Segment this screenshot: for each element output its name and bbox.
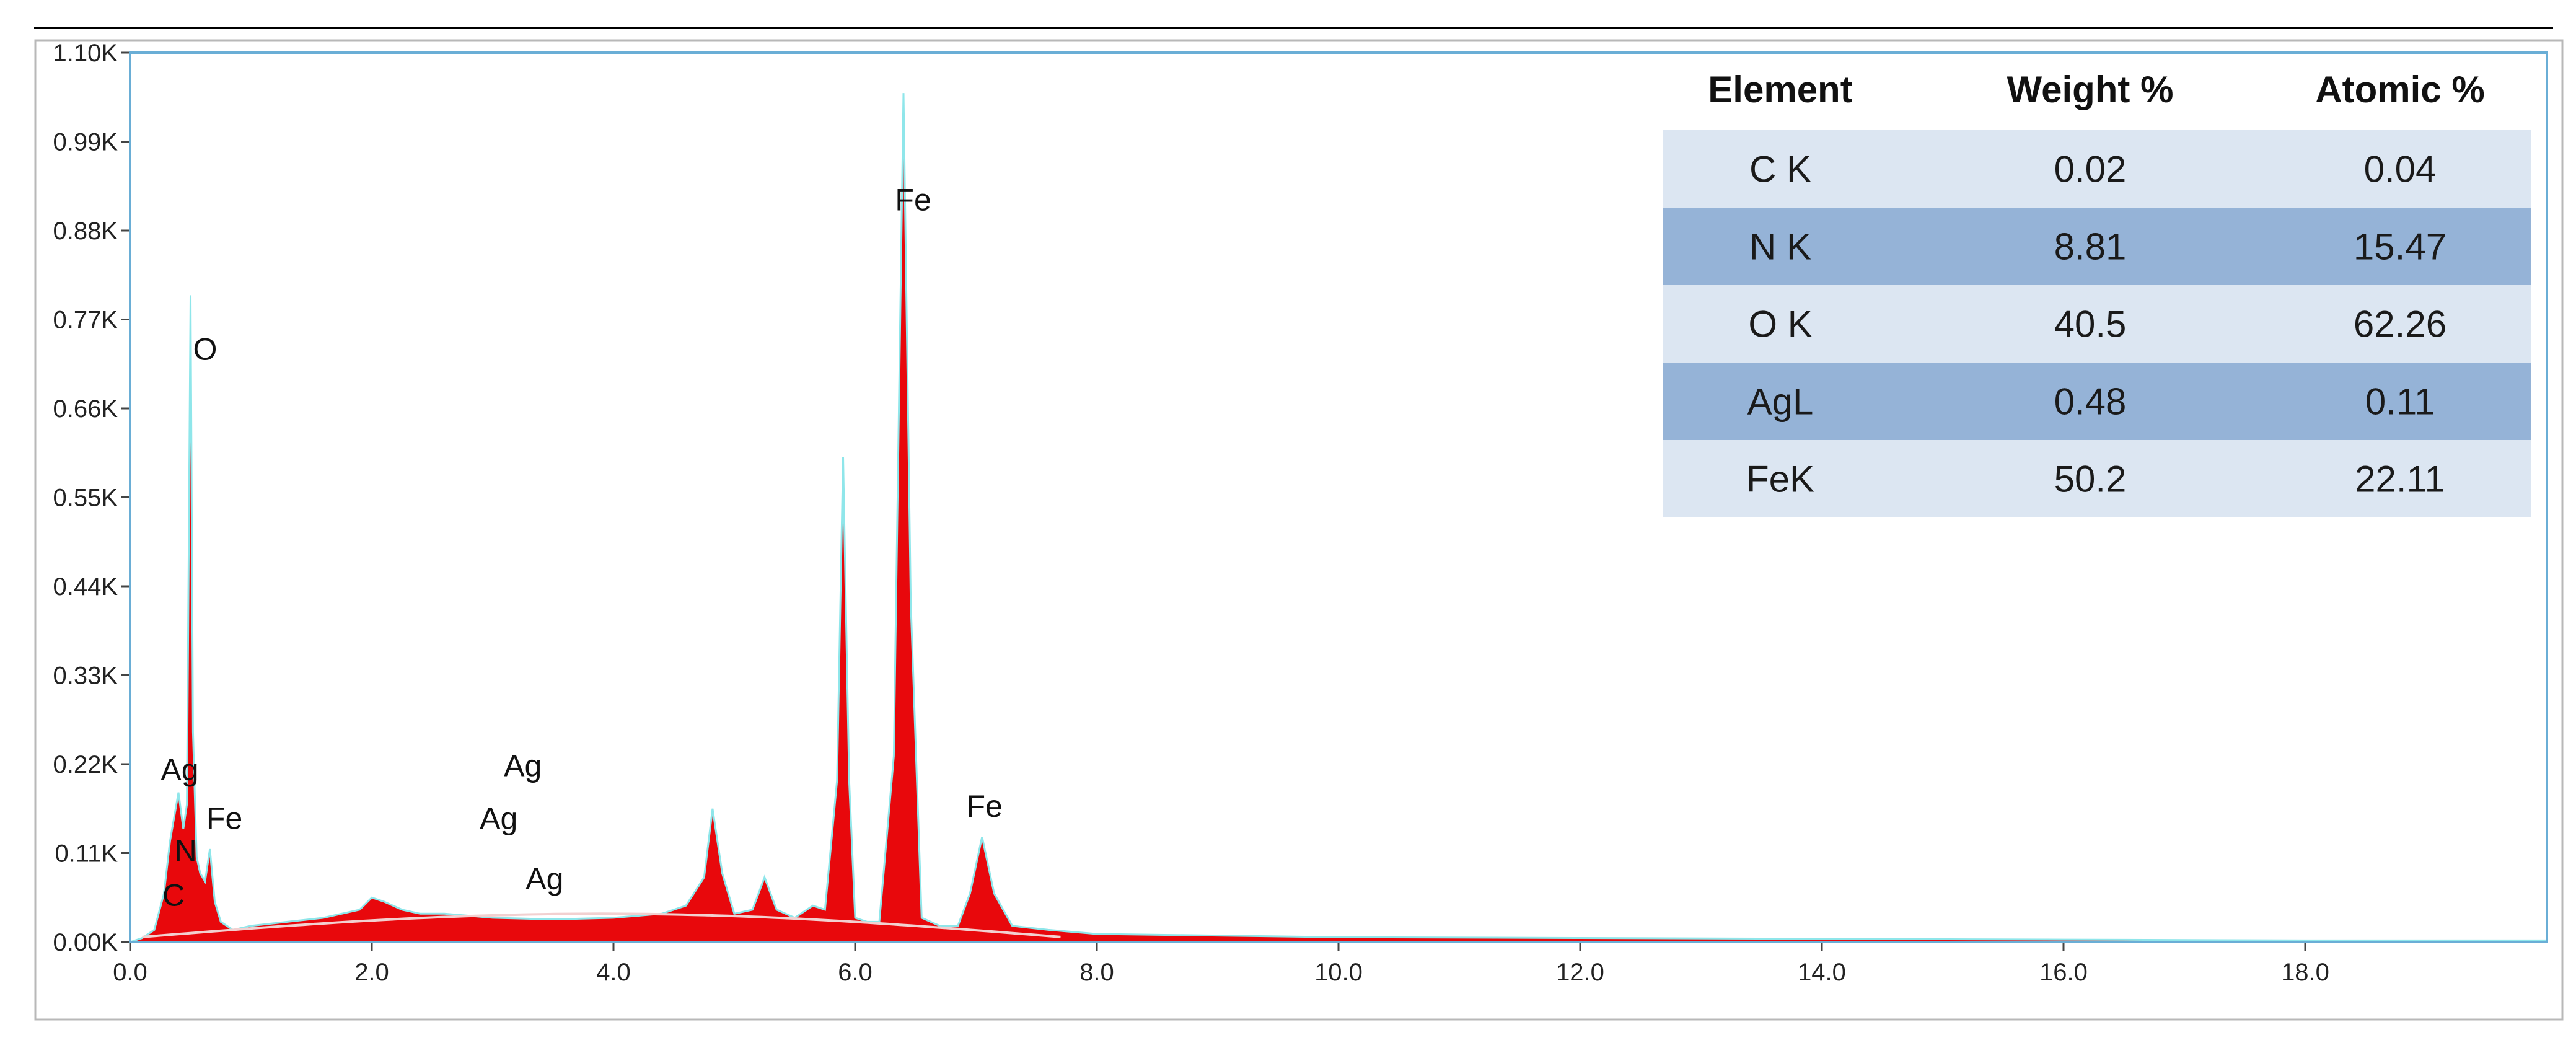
y-tick-label: 1.10K (53, 40, 118, 67)
y-tick-label: 0.55K (53, 485, 118, 512)
outer-border (34, 39, 2564, 1021)
x-tick-label: 8.0 (1079, 959, 1114, 986)
table-cell: N K (1749, 226, 1811, 268)
table-cell: 0.48 (2054, 381, 2127, 423)
table-cell: 8.81 (2054, 226, 2127, 268)
y-tick-label: 0.33K (53, 663, 118, 690)
table-cell: 0.11 (2365, 381, 2435, 423)
plot-frame (129, 51, 2548, 943)
table-cell: AgL (1747, 381, 1814, 423)
y-tick-label: 0.44K (53, 573, 118, 601)
y-tick-label: 0.11K (55, 840, 118, 868)
table-row (1663, 285, 2531, 363)
table-cell: 40.5 (2054, 304, 2127, 345)
table-header-cell: Weight % (2007, 69, 2174, 110)
table-header-cell: Atomic % (2315, 69, 2484, 110)
table-cell: C K (1749, 149, 1811, 190)
peak-label: Ag (504, 749, 542, 783)
peak-label: Ag (525, 861, 563, 896)
x-tick-label: 2.0 (354, 959, 389, 986)
y-axis: 0.00K 0.11K 0.22K 0.33K 0.44K 0.55K 0.66K 0.77K… (53, 40, 130, 956)
peak-label: C (162, 878, 185, 912)
x-tick-label: 18.0 (2281, 959, 2329, 986)
x-tick-label: 6.0 (838, 959, 873, 986)
table-row (1663, 440, 2531, 517)
background-fit (142, 912, 1061, 938)
spectrum-trace (130, 93, 2547, 943)
x-tick-label: 16.0 (2039, 959, 2088, 986)
table-row (1663, 208, 2531, 285)
table-cell: O K (1748, 304, 1812, 345)
table-cell: 0.04 (2364, 149, 2437, 190)
table-cell: 22.11 (2355, 459, 2445, 500)
y-tick-label: 0.00K (53, 929, 118, 956)
table-cell: 15.47 (2354, 226, 2446, 268)
peak-label: Fe (966, 789, 1002, 824)
y-tick-label: 0.22K (53, 751, 118, 778)
table-row (1663, 363, 2531, 440)
y-tick-label: 0.77K (53, 307, 118, 334)
peak-label: Fe (206, 801, 242, 835)
y-tick-label: 0.88K (53, 218, 118, 245)
table-cell: 50.2 (2054, 459, 2127, 500)
table-header-cell: Element (1708, 69, 1852, 110)
table-cell: 0.02 (2054, 149, 2127, 190)
peak-label: Ag (160, 752, 198, 787)
x-tick-label: 10.0 (1314, 959, 1363, 986)
table-cell: 62.26 (2354, 304, 2446, 345)
x-tick-label: 12.0 (1556, 959, 1604, 986)
x-axis: 0.0 2.0 4.0 6.0 8.0 10.0 12.0 14.0 16.0 18.0 (113, 942, 2329, 986)
x-tick-label: 4.0 (596, 959, 631, 986)
peak-label: O (193, 332, 217, 367)
peak-label: N (175, 834, 197, 868)
table-cell: FeK (1746, 459, 1814, 500)
plot-area (130, 93, 2547, 943)
y-tick-label: 0.66K (53, 395, 118, 423)
composition-table: Element Weight % Atomic % C K 0.02 0.04 N K 8.8… (1663, 69, 2531, 517)
y-tick-label: 0.99K (53, 129, 118, 156)
peak-label: Ag (480, 801, 517, 835)
x-tick-label: 14.0 (1798, 959, 1846, 986)
peak-label: Fe (895, 182, 931, 217)
x-tick-label: 0.0 (113, 959, 147, 986)
table-row (1663, 130, 2531, 208)
